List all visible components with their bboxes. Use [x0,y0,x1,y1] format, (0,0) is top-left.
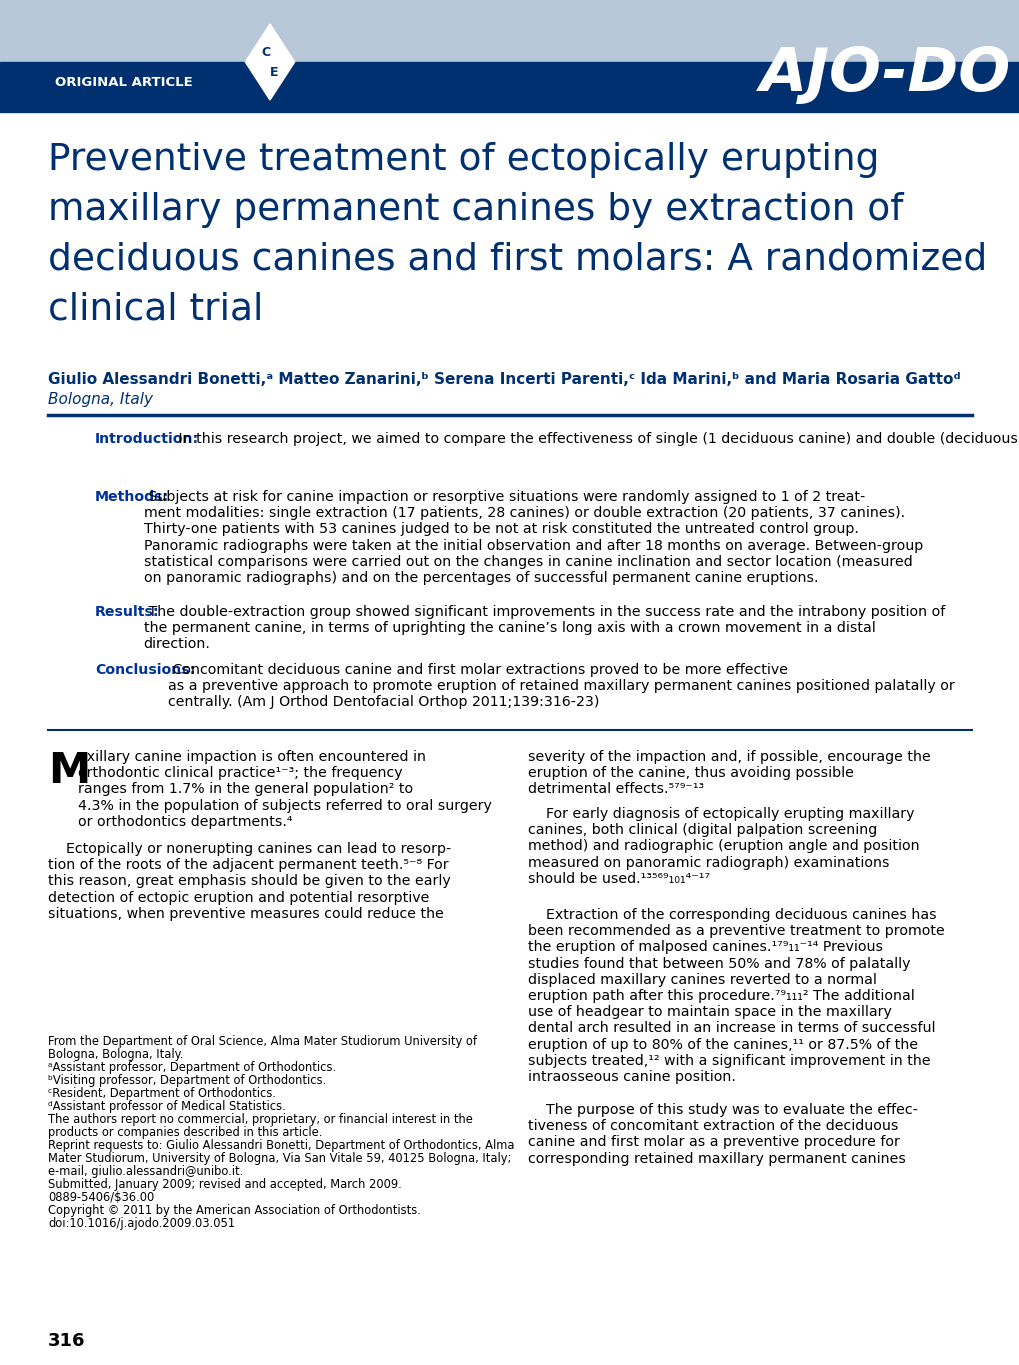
Text: 316: 316 [48,1332,86,1350]
Text: axillary canine impaction is often encountered in
orthodontic clinical practice¹: axillary canine impaction is often encou… [77,749,491,829]
Text: deciduous canines and first molars: A randomized: deciduous canines and first molars: A ra… [48,242,986,278]
Text: The purpose of this study was to evaluate the effec-
tiveness of concomitant ext: The purpose of this study was to evaluat… [528,1103,917,1166]
Text: Conclusions:: Conclusions: [95,663,196,677]
Text: clinical trial: clinical trial [48,292,263,328]
Text: C: C [261,45,270,59]
Polygon shape [245,25,294,100]
Text: Copyright © 2011 by the American Association of Orthodontists.: Copyright © 2011 by the American Associa… [48,1204,421,1218]
Text: Bologna, Italy: Bologna, Italy [48,392,153,407]
Text: e-mail, giulio.alessandri@unibo.it.: e-mail, giulio.alessandri@unibo.it. [48,1164,243,1178]
Text: Bologna, Bologna, Italy.: Bologna, Bologna, Italy. [48,1048,183,1061]
Text: severity of the impaction and, if possible, encourage the
eruption of the canine: severity of the impaction and, if possib… [528,749,930,796]
Bar [0,0,1019,61]
Text: products or companies described in this article.: products or companies described in this … [48,1126,322,1138]
Text: ᵈAssistant professor of Medical Statistics.: ᵈAssistant professor of Medical Statisti… [48,1100,285,1112]
Text: From the Department of Oral Science, Alma Mater Studiorum University of: From the Department of Oral Science, Alm… [48,1035,477,1048]
Text: maxillary permanent canines by extraction of: maxillary permanent canines by extractio… [48,192,903,228]
Text: Giulio Alessandri Bonetti,ᵃ Matteo Zanarini,ᵇ Serena Incerti Parenti,ᶜ Ida Marin: Giulio Alessandri Bonetti,ᵃ Matteo Zanar… [48,373,960,388]
Text: Extraction of the corresponding deciduous canines has
been recommended as a prev: Extraction of the corresponding deciduou… [528,908,944,1084]
Text: Subjects at risk for canine impaction or resorptive situations were randomly ass: Subjects at risk for canine impaction or… [144,490,922,586]
Text: For early diagnosis of ectopically erupting maxillary
canines, both clinical (di: For early diagnosis of ectopically erupt… [528,807,919,886]
Text: Methods:: Methods: [95,490,169,504]
Text: In this research project, we aimed to compare the effectiveness of single (1 dec: In this research project, we aimed to co… [173,431,1019,446]
Text: M: M [48,749,90,792]
Text: Ectopically or nonerupting canines can lead to resorp-
tion of the roots of the : Ectopically or nonerupting canines can l… [48,842,450,921]
Text: E: E [269,66,278,79]
Text: 0889-5406/$36.00: 0889-5406/$36.00 [48,1192,154,1204]
Text: ORIGINAL ARTICLE: ORIGINAL ARTICLE [55,75,193,89]
Text: Introduction:: Introduction: [95,431,199,446]
Text: AJO-DO: AJO-DO [759,45,1010,105]
Text: ᵃAssistant professor, Department of Orthodontics.: ᵃAssistant professor, Department of Orth… [48,1061,336,1074]
Text: Preventive treatment of ectopically erupting: Preventive treatment of ectopically erup… [48,142,878,177]
Text: Submitted, January 2009; revised and accepted, March 2009.: Submitted, January 2009; revised and acc… [48,1178,401,1192]
Text: ᵇVisiting professor, Department of Orthodontics.: ᵇVisiting professor, Department of Ortho… [48,1074,326,1087]
Text: The double-extraction group showed significant improvements in the success rate : The double-extraction group showed signi… [144,605,944,651]
Bar [0,61,1019,112]
Text: Mater Studiorum, University of Bologna, Via San Vitale 59, 40125 Bologna, Italy;: Mater Studiorum, University of Bologna, … [48,1152,511,1164]
Text: Concomitant deciduous canine and first molar extractions proved to be more effec: Concomitant deciduous canine and first m… [168,663,954,710]
Text: Results:: Results: [95,605,159,618]
Text: The authors report no commercial, proprietary, or financial interest in the: The authors report no commercial, propri… [48,1112,473,1126]
Text: doi:10.1016/j.ajodo.2009.03.051: doi:10.1016/j.ajodo.2009.03.051 [48,1218,235,1230]
Text: ᶜResident, Department of Orthodontics.: ᶜResident, Department of Orthodontics. [48,1087,276,1100]
Text: Reprint requests to: Giulio Alessandri Bonetti, Department of Orthodontics, Alma: Reprint requests to: Giulio Alessandri B… [48,1138,514,1152]
